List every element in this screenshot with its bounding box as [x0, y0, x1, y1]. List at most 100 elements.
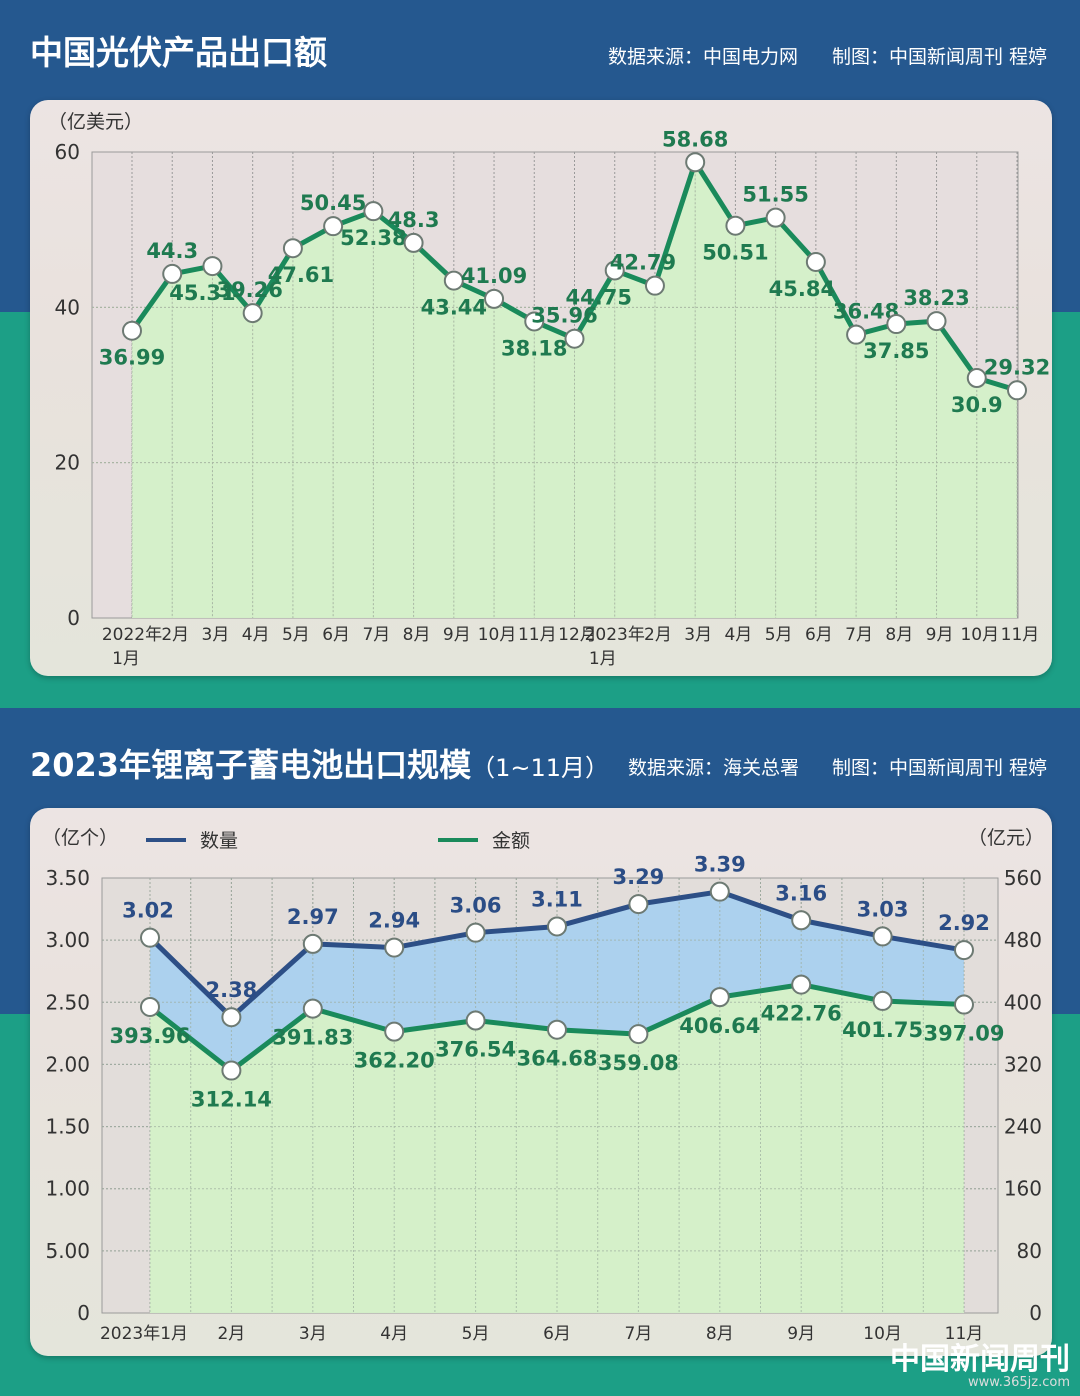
chart2-xtick-label: 2023年1月: [100, 1324, 188, 1344]
chart1-point: [805, 251, 826, 272]
chart1-unit-label: （亿美元）: [48, 111, 143, 133]
chart2-quantity-point: [954, 940, 974, 961]
chart1-point: [242, 303, 263, 324]
chart1-point: [564, 328, 585, 349]
chart1-data-label: 45.84: [769, 277, 835, 301]
chart2-right-ytick-label: 0: [1029, 1301, 1042, 1325]
chart2-amount-point: [465, 1010, 486, 1031]
chart2-quantity-label: 2.38: [205, 978, 257, 1002]
chart1-data-label: 38.23: [903, 286, 969, 310]
chart1-ytick-label: 40: [55, 295, 80, 319]
chart1-xtick-label: 10月: [960, 625, 999, 645]
chart2-left-ytick-label: 5.00: [45, 1239, 90, 1263]
chart1-ytick-label: 0: [67, 606, 80, 630]
chart2-amount-point: [547, 1019, 567, 1040]
chart2-amount-point: [384, 1021, 405, 1042]
chart2-quantity-label: 3.39: [694, 853, 746, 877]
chart1-xtick-label: 2022年: [102, 625, 162, 645]
chart2-xtick-label: 2月: [217, 1324, 245, 1344]
chart1-xtick-label-month: 1月: [589, 649, 617, 669]
chart1-data-label: 36.99: [99, 346, 165, 370]
chart2-plot: 3.02 2.38 2.97 2.94 3.06 3.11 3.29 3.39 3.16 3.03…: [42, 827, 1044, 1344]
chart1-xtick-label: 9月: [926, 625, 954, 645]
chart1-xtick-label: 8月: [885, 625, 913, 645]
chart1-xtick-label: 4月: [242, 625, 270, 645]
chart1-xtick-label: 7月: [845, 625, 873, 645]
chart2-left-ytick-label: 1.50: [45, 1115, 90, 1139]
chart2-quantity-point: [872, 926, 893, 947]
chart2-quantity-point: [302, 933, 323, 954]
chart1-point: [484, 288, 505, 309]
chart1-ytick-label: 60: [55, 140, 80, 164]
chart2-amount-point: [872, 990, 893, 1011]
chart2-credit: 制图：中国新闻周刊 程婷: [832, 757, 1048, 779]
chart2-title-suffix: （1~11月）: [471, 754, 609, 782]
chart1-ytick-label: 20: [55, 451, 80, 475]
chart1-xtick-label: 9月: [443, 625, 471, 645]
chart2-left-ytick-label: 0: [77, 1301, 90, 1325]
chart2-amount-label: 312.14: [191, 1088, 272, 1112]
chart2-right-ytick-label: 400: [1004, 990, 1042, 1014]
chart1-data-label: 39.26: [216, 278, 282, 302]
chart1-xtick-label: 4月: [724, 625, 752, 645]
chart2-amount-point: [221, 1060, 242, 1081]
chart1-data-label: 50.51: [702, 241, 768, 265]
chart1-xtick-label: 10月: [478, 625, 517, 645]
chart2-xtick-label: 5月: [462, 1324, 490, 1344]
chart2-quantity-label: 3.29: [612, 865, 664, 889]
chart2-quantity-point: [465, 922, 486, 943]
chart2-amount-point: [628, 1024, 649, 1045]
chart2-quantity-label: 3.03: [857, 897, 909, 921]
chart2-left-ytick-label: 2.00: [45, 1052, 90, 1076]
chart2-quantity-label: 2.97: [287, 905, 339, 929]
chart1-point: [122, 320, 142, 341]
chart2-quantity-point: [791, 910, 812, 931]
chart2-legend-quantity-label: 数量: [200, 830, 238, 852]
chart1-point: [1007, 380, 1027, 401]
chart2-amount-label: 397.09: [923, 1022, 1004, 1046]
chart1-point: [282, 238, 303, 259]
chart2-left-ytick-label: 2.50: [45, 990, 90, 1014]
chart2-right-unit-label: （亿元）: [968, 827, 1044, 849]
chart1-xtick-label: 5月: [765, 625, 793, 645]
chart2-amount-label: 376.54: [435, 1038, 516, 1062]
chart1-point: [966, 368, 987, 389]
chart1-xtick-label: 8月: [403, 625, 431, 645]
chart2-quantity-label: 3.16: [775, 881, 827, 905]
chart2-right-ytick-label: 560: [1004, 866, 1042, 890]
chart2-left-ytick-label: 1.00: [45, 1177, 90, 1201]
chart1-point: [765, 207, 786, 228]
chart2-amount-label: 406.64: [679, 1014, 760, 1038]
chart2-xtick-label: 6月: [543, 1324, 571, 1344]
chart1-xtick-label: 5月: [282, 625, 310, 645]
chart1-point: [443, 270, 464, 291]
chart1-point: [685, 152, 706, 173]
chart1-point: [846, 324, 867, 345]
chart2-quantity-label: 3.06: [450, 894, 502, 918]
chart1-point: [323, 216, 344, 237]
chart1-point: [162, 263, 183, 284]
chart1-data-label: 42.79: [610, 251, 676, 275]
chart1-data-label: 51.55: [742, 183, 808, 207]
chart2-left-unit-label: （亿个）: [42, 827, 118, 849]
chart1-xtick-label: 11月: [1001, 625, 1040, 645]
chart2-amount-point: [954, 994, 974, 1015]
chart2-right-ytick-label: 80: [1017, 1239, 1042, 1263]
chart1-point: [926, 311, 947, 332]
chart2-quantity-point: [221, 1007, 242, 1028]
chart2-quantity-point: [628, 894, 649, 915]
chart1-data-label: 43.44: [421, 296, 487, 320]
chart1-point: [644, 275, 665, 296]
chart1-xtick-label: 7月: [362, 625, 390, 645]
chart1-data-label: 58.68: [662, 127, 728, 151]
chart2-quantity-point: [140, 927, 160, 948]
chart2-title: 2023年锂离子蓄电池出口规模（1~11月）: [30, 740, 609, 786]
chart2-xtick-label: 3月: [299, 1324, 327, 1344]
chart1-data-label: 35.96: [531, 304, 597, 328]
chart2-quantity-label: 2.94: [368, 909, 420, 933]
chart2-amount-point: [709, 987, 730, 1008]
chart1-xtick-label: 2月: [644, 625, 672, 645]
chart1-point: [524, 311, 545, 332]
chart2-title-main: 2023年锂离子蓄电池出口规模: [30, 746, 472, 784]
chart1-data-label: 41.09: [461, 264, 527, 288]
